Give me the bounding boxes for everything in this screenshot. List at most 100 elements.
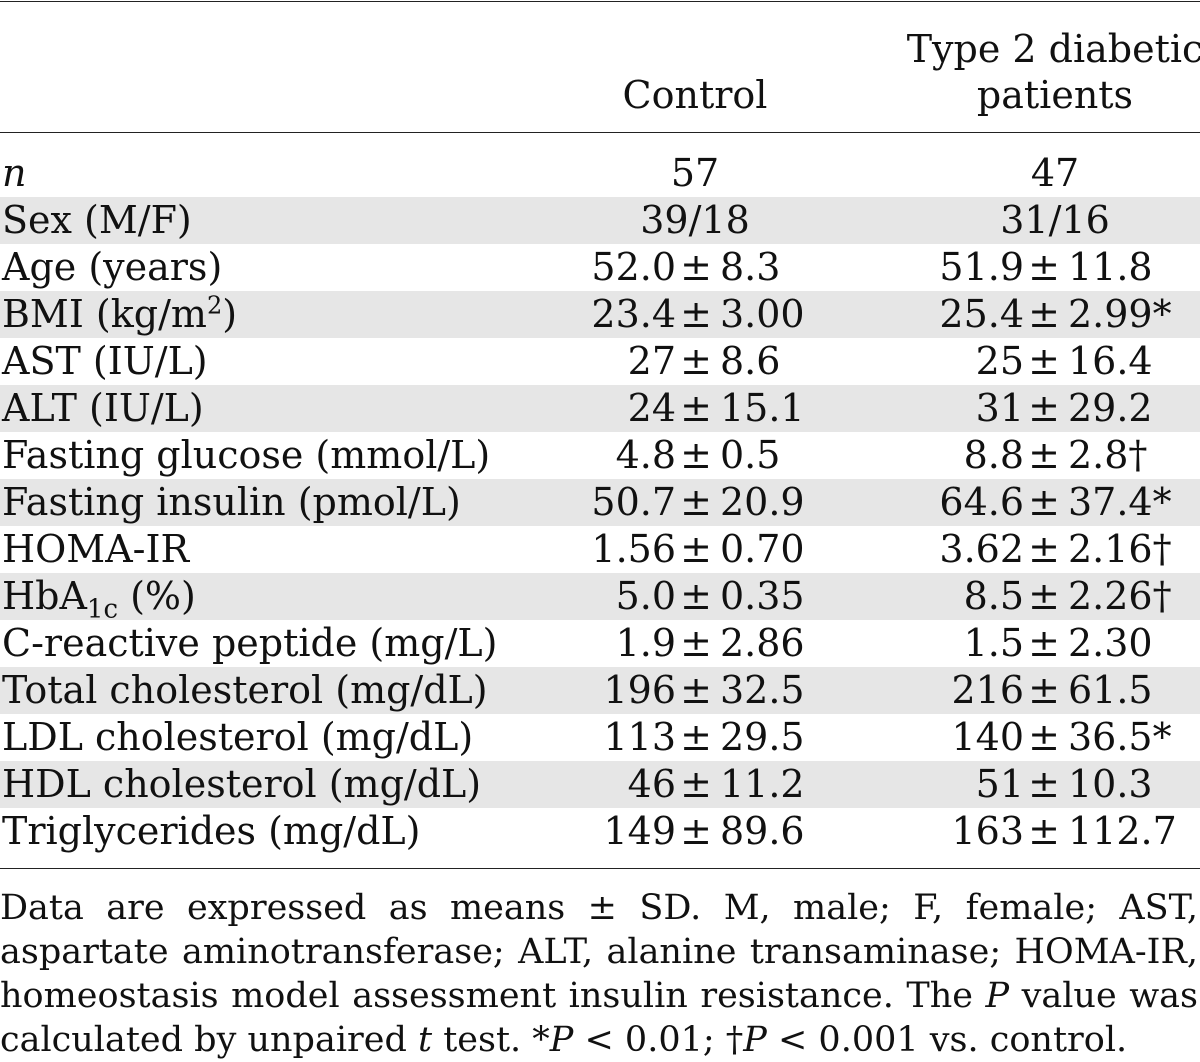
plus-minus-symbol: ± xyxy=(680,339,712,383)
control-mean-value: 113 xyxy=(603,715,676,759)
row-label: Fasting insulin (pmol/L) xyxy=(2,480,461,524)
table-row: C-reactive peptide (mg/L) 1.9 ±2.86 1.5 ±2.3… xyxy=(0,620,1200,667)
row-label: C-reactive peptide (mg/L) xyxy=(2,621,498,665)
control-mean: 1.9 xyxy=(556,620,676,667)
control-mean-value: 52.0 xyxy=(591,245,676,289)
control-mean-value: 149 xyxy=(603,809,676,853)
diabetic-mean-value: 51 xyxy=(975,762,1024,806)
diabetic-mean-value: 25 xyxy=(975,339,1024,383)
row-label: Total cholesterol (mg/dL) xyxy=(2,668,488,712)
top-rule xyxy=(0,1,1200,2)
row-label: Age (years) xyxy=(2,245,223,289)
row-label-superscript: 2 xyxy=(206,291,223,320)
footnote-p-symbol: P xyxy=(549,1020,574,1060)
plus-minus-symbol: ± xyxy=(1028,480,1060,524)
table-row: HOMA-IR 1.56 ±0.70 3.62 ±2.16† xyxy=(0,526,1200,573)
control-mean: 5.0 xyxy=(556,573,676,620)
control-mean: 27 xyxy=(556,338,676,385)
plus-minus-symbol: ± xyxy=(680,668,712,712)
table-row: LDL cholesterol (mg/dL) 113 ±29.5 140 ±36.5* xyxy=(0,714,1200,761)
control-sd-value: 29.5 xyxy=(720,715,805,759)
footnote-text: value was calculated by unpaired xyxy=(0,976,1198,1060)
row-label: Triglycerides (mg/dL) xyxy=(2,809,421,853)
control-sd-value: 8.6 xyxy=(720,339,781,383)
diabetic-sd-value: 10.3 xyxy=(1068,762,1153,806)
diabetic-mean-value: 31 xyxy=(975,386,1024,430)
table-row: AST (IU/L) 27 ±8.6 25 ±16.4 xyxy=(0,338,1200,385)
diabetic-mean-value: 25.4 xyxy=(939,292,1024,336)
control-sd-value: 3.00 xyxy=(720,292,805,336)
diabetic-sd-value: 2.16† xyxy=(1068,527,1172,571)
bottom-rule xyxy=(0,868,1200,869)
control-sd-value: 0.35 xyxy=(720,574,805,618)
table-row: Fasting insulin (pmol/L) 50.7 ±20.9 64.6 ±37… xyxy=(0,479,1200,526)
row-label-subscript: 1c xyxy=(86,594,119,625)
diabetic-mean: 51 xyxy=(904,761,1024,808)
control-sd-value: 8.3 xyxy=(720,245,781,289)
diabetic-mean-value: 8.8 xyxy=(963,433,1024,477)
control-mean-value: 24 xyxy=(627,386,676,430)
row-label: HOMA-IR xyxy=(2,527,190,571)
control-sd-value: 15.1 xyxy=(720,386,805,430)
table-row: Age (years) 52.0 ±8.3 51.9 ±11.8 xyxy=(0,244,1200,291)
diabetic-sd-value: 29.2 xyxy=(1068,386,1153,430)
footnote-p-symbol: P xyxy=(985,976,1010,1016)
plus-minus-symbol: ± xyxy=(1028,339,1060,383)
plus-minus-symbol: ± xyxy=(680,245,712,289)
row-label: AST (IU/L) xyxy=(2,339,208,383)
control-sd-value: 0.5 xyxy=(720,433,781,477)
footnote-text: test. * xyxy=(432,1020,550,1060)
row-label-text: ) xyxy=(222,292,238,336)
footnote-p-symbol: P xyxy=(743,1020,767,1060)
row-label: HDL cholesterol (mg/dL) xyxy=(2,762,482,806)
control-mean-value: 23.4 xyxy=(591,292,676,336)
control-value: 39/18 xyxy=(640,198,750,242)
diabetic-mean: 163 xyxy=(904,808,1024,855)
table-row: HbA1c (%) 5.0 ±0.35 8.5 ±2.26† xyxy=(0,573,1200,623)
control-mean-value: 4.8 xyxy=(615,433,676,477)
diabetic-mean: 25.4 xyxy=(904,291,1024,338)
row-label: BMI (kg/m2) xyxy=(2,291,237,338)
control-mean-value: 1.9 xyxy=(615,621,676,665)
diabetic-mean: 1.5 xyxy=(904,620,1024,667)
footnote-text: < 0.01; † xyxy=(573,1020,744,1060)
diabetic-mean: 3.62 xyxy=(904,526,1024,573)
control-mean: 23.4 xyxy=(556,291,676,338)
diabetic-mean: 140 xyxy=(904,714,1024,761)
table-row: BMI (kg/m2) 23.4 ±3.00 25.4 ±2.99* xyxy=(0,291,1200,338)
control-sd-value: 11.2 xyxy=(720,762,805,806)
control-mean-value: 1.56 xyxy=(591,527,676,571)
diabetic-mean: 31 xyxy=(904,385,1024,432)
diabetic-mean-value: 140 xyxy=(951,715,1024,759)
footnote-t-symbol: t xyxy=(418,1020,433,1060)
row-label: LDL cholesterol (mg/dL) xyxy=(2,715,474,759)
diabetic-sd-value: 36.5* xyxy=(1068,715,1172,759)
diabetic-mean-value: 3.62 xyxy=(939,527,1024,571)
diabetic-mean: 25 xyxy=(904,338,1024,385)
control-mean-value: 27 xyxy=(627,339,676,383)
control-mean: 24 xyxy=(556,385,676,432)
control-sd-value: 20.9 xyxy=(720,480,805,524)
plus-minus-symbol: ± xyxy=(1028,527,1060,571)
row-label: Fasting glucose (mmol/L) xyxy=(2,433,491,477)
diabetic-sd-value: 11.8 xyxy=(1068,245,1153,289)
diabetic-sd-value: 61.5 xyxy=(1068,668,1153,712)
control-mean-value: 50.7 xyxy=(591,480,676,524)
column-header-diabetic-line1: Type 2 diabetic xyxy=(906,27,1200,71)
plus-minus-symbol: ± xyxy=(1028,574,1060,618)
control-mean: 1.56 xyxy=(556,526,676,573)
table-row-n: n 57 47 xyxy=(0,150,1200,197)
table-row-sex: Sex (M/F) 39/18 31/16 xyxy=(0,197,1200,244)
column-header-diabetic: Type 2 diabetic patients xyxy=(900,26,1200,118)
plus-minus-symbol: ± xyxy=(1028,245,1060,289)
control-sd-value: 32.5 xyxy=(720,668,805,712)
diabetic-mean-value: 163 xyxy=(951,809,1024,853)
table-footnote: Data are expressed as means ± SD. M, mal… xyxy=(0,886,1198,1062)
table-row: Total cholesterol (mg/dL) 196 ±32.5 216 ±61.… xyxy=(0,667,1200,714)
plus-minus-symbol: ± xyxy=(1028,668,1060,712)
plus-minus-symbol: ± xyxy=(1028,292,1060,336)
control-mean: 50.7 xyxy=(556,479,676,526)
diabetic-value: 47 xyxy=(1030,151,1080,195)
row-label: Sex (M/F) xyxy=(2,198,192,242)
control-mean: 113 xyxy=(556,714,676,761)
